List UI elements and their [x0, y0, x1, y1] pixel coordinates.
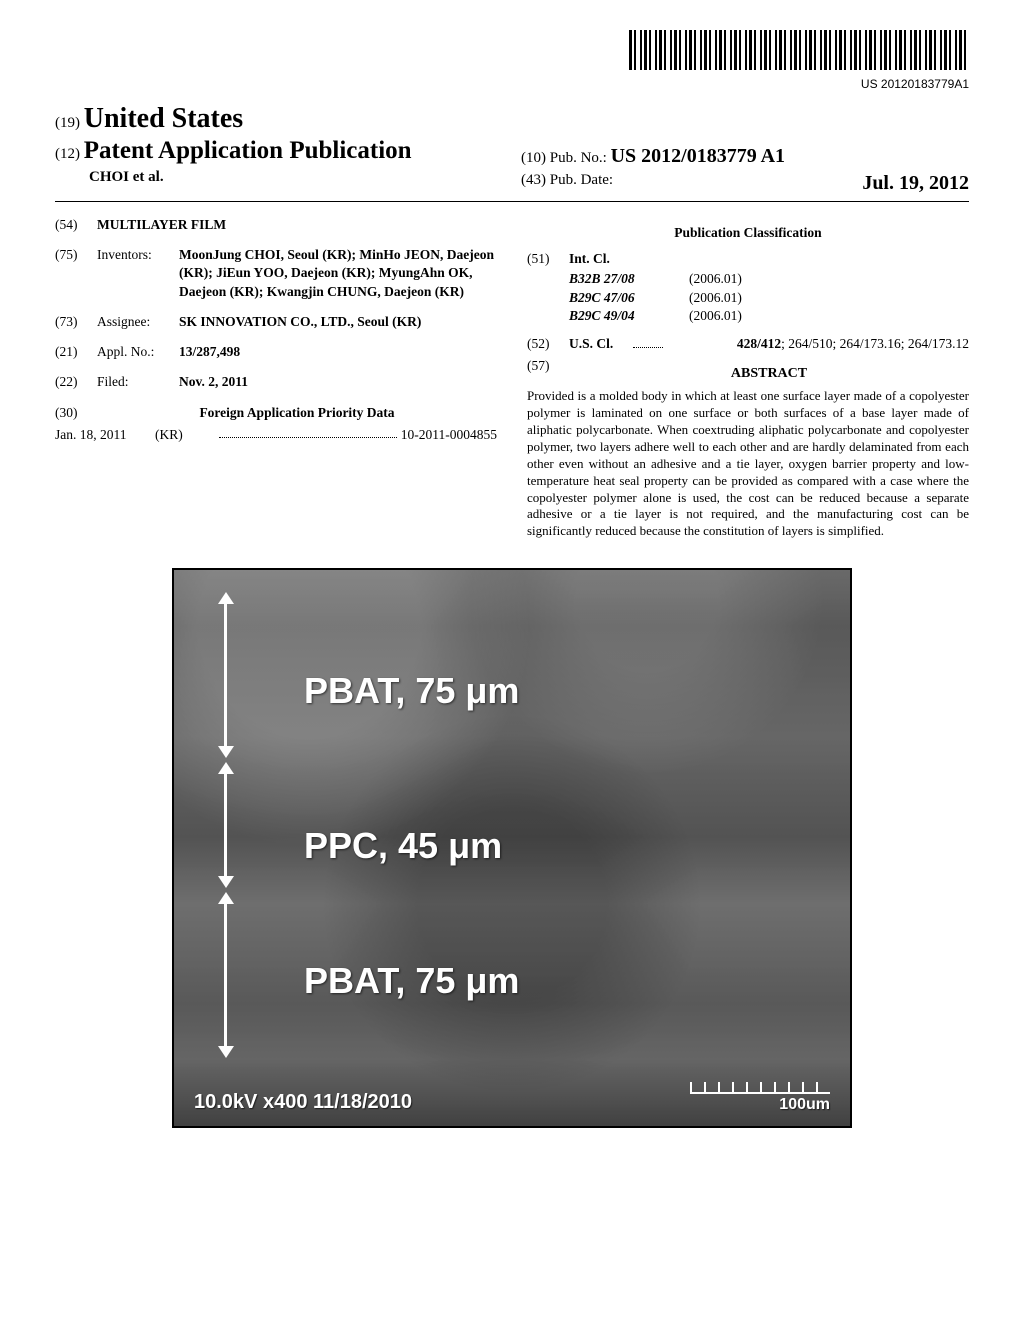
- uscl-label: U.S. Cl.: [569, 335, 629, 353]
- inventors-names: MoonJung CHOI, Seoul (KR); MinHo JEON, D…: [179, 246, 497, 301]
- pubdate-label: Pub. Date:: [550, 172, 613, 188]
- class-code: B29C 49/04: [569, 307, 689, 325]
- sem-micrograph: PBAT, 75 μm PPC, 45 μm PBAT, 75 μm 10.0k…: [172, 568, 852, 1128]
- sem-footer: 10.0kV x400 11/18/2010 100um: [194, 1082, 830, 1114]
- pubdate-line: (43) Pub. Date: Jul. 19, 2012: [521, 172, 969, 189]
- pubno-label: Pub. No.:: [550, 150, 607, 166]
- field-num: (51): [527, 250, 569, 268]
- field-num: (73): [55, 313, 97, 331]
- abstract-text: Provided is a molded body in which at le…: [527, 388, 969, 540]
- inventors-row: (75) Inventors: MoonJung CHOI, Seoul (KR…: [55, 246, 497, 301]
- priority-appno: 10-2011-0004855: [401, 426, 497, 444]
- abstract-header: (57) ABSTRACT: [527, 357, 969, 388]
- filed-row: (22) Filed: Nov. 2, 2011: [55, 373, 497, 391]
- scale-bar: 100um: [690, 1082, 830, 1114]
- field-num: (54): [55, 216, 97, 234]
- header-left: (19) United States (12) Patent Applicati…: [55, 103, 503, 186]
- field-num: (57): [527, 357, 569, 388]
- pubno-line: (10) Pub. No.: US 2012/0183779 A1: [521, 145, 969, 168]
- field-num: (21): [55, 343, 97, 361]
- intcl-row: B32B 27/08 (2006.01): [569, 270, 969, 288]
- right-column: Publication Classification (51) Int. Cl.…: [527, 216, 969, 540]
- field-label: Appl. No.:: [97, 343, 179, 361]
- dotted-leader: [633, 338, 663, 348]
- biblio-columns: (54) MULTILAYER FILM (75) Inventors: Moo…: [55, 216, 969, 540]
- uscl-row: (52) U.S. Cl. 428/412; 264/510; 264/173.…: [527, 335, 969, 353]
- intcl-label: Int. Cl.: [569, 250, 969, 268]
- class-year: (2006.01): [689, 270, 742, 288]
- field-num: (75): [55, 246, 97, 301]
- code-43: (43): [521, 172, 546, 188]
- intcl-rows: B32B 27/08 (2006.01) B29C 47/06 (2006.01…: [527, 270, 969, 325]
- field-num: (52): [527, 335, 569, 353]
- field-num: (22): [55, 373, 97, 391]
- left-column: (54) MULTILAYER FILM (75) Inventors: Moo…: [55, 216, 497, 540]
- barcode-code: US 20120183779A1: [55, 77, 969, 91]
- assignee-row: (73) Assignee: SK INNOVATION CO., LTD., …: [55, 313, 497, 331]
- layer-label: PBAT, 75 μm: [304, 960, 519, 1002]
- barcode-block: US 20120183779A1: [55, 30, 969, 91]
- sem-info: 10.0kV x400 11/18/2010: [194, 1091, 412, 1114]
- intcl-block: (51) Int. Cl. B32B 27/08 (2006.01) B29C …: [527, 250, 969, 325]
- code-12: (12): [55, 146, 80, 162]
- priority-title: Foreign Application Priority Data: [97, 404, 497, 422]
- layer-arrow: [224, 600, 227, 750]
- layer-label: PPC, 45 μm: [304, 825, 502, 867]
- dotted-leader: [219, 426, 397, 438]
- pubdate: Jul. 19, 2012: [862, 172, 969, 195]
- header-right: (10) Pub. No.: US 2012/0183779 A1 (43) P…: [503, 103, 969, 195]
- scale-ticks: [690, 1082, 830, 1094]
- uscl-value: 428/412; 264/510; 264/173.16; 264/173.12: [667, 335, 969, 353]
- doc-type-line: (12) Patent Application Publication: [55, 137, 503, 165]
- classification-title: Publication Classification: [527, 224, 969, 242]
- code-19: (19): [55, 115, 80, 131]
- priority-data-row: Jan. 18, 2011 (KR) 10-2011-0004855: [55, 426, 497, 444]
- class-code: B32B 27/08: [569, 270, 689, 288]
- document-header: (19) United States (12) Patent Applicati…: [55, 103, 969, 202]
- country-name: United States: [84, 103, 243, 134]
- assignee-value: SK INNOVATION CO., LTD., Seoul (KR): [179, 313, 497, 331]
- priority-header-row: (30) Foreign Application Priority Data: [55, 404, 497, 422]
- applno-row: (21) Appl. No.: 13/287,498: [55, 343, 497, 361]
- filed-value: Nov. 2, 2011: [179, 373, 497, 391]
- scale-text: 100um: [690, 1096, 830, 1114]
- field-label: Inventors:: [97, 246, 179, 301]
- priority-date: Jan. 18, 2011: [55, 426, 155, 444]
- pubno: US 2012/0183779 A1: [611, 145, 785, 167]
- country-line: (19) United States: [55, 103, 503, 135]
- title-row: (54) MULTILAYER FILM: [55, 216, 497, 234]
- invention-title: MULTILAYER FILM: [97, 216, 497, 234]
- doc-type: Patent Application Publication: [84, 137, 412, 164]
- field-label: Assignee:: [97, 313, 179, 331]
- code-10: (10): [521, 150, 546, 166]
- field-label: Filed:: [97, 373, 179, 391]
- barcode-graphic: [629, 30, 969, 70]
- intcl-header: (51) Int. Cl.: [527, 250, 969, 268]
- layer-arrow: [224, 770, 227, 880]
- field-num: (30): [55, 404, 97, 422]
- authors-line: CHOI et al.: [55, 169, 503, 186]
- intcl-row: B29C 47/06 (2006.01): [569, 289, 969, 307]
- figure-container: PBAT, 75 μm PPC, 45 μm PBAT, 75 μm 10.0k…: [55, 568, 969, 1133]
- class-year: (2006.01): [689, 307, 742, 325]
- class-code: B29C 47/06: [569, 289, 689, 307]
- intcl-row: B29C 49/04 (2006.01): [569, 307, 969, 325]
- layer-label: PBAT, 75 μm: [304, 670, 519, 712]
- abstract-heading: ABSTRACT: [569, 365, 969, 384]
- applno-value: 13/287,498: [179, 343, 497, 361]
- class-year: (2006.01): [689, 289, 742, 307]
- layer-arrow: [224, 900, 227, 1050]
- priority-country: (KR): [155, 426, 215, 444]
